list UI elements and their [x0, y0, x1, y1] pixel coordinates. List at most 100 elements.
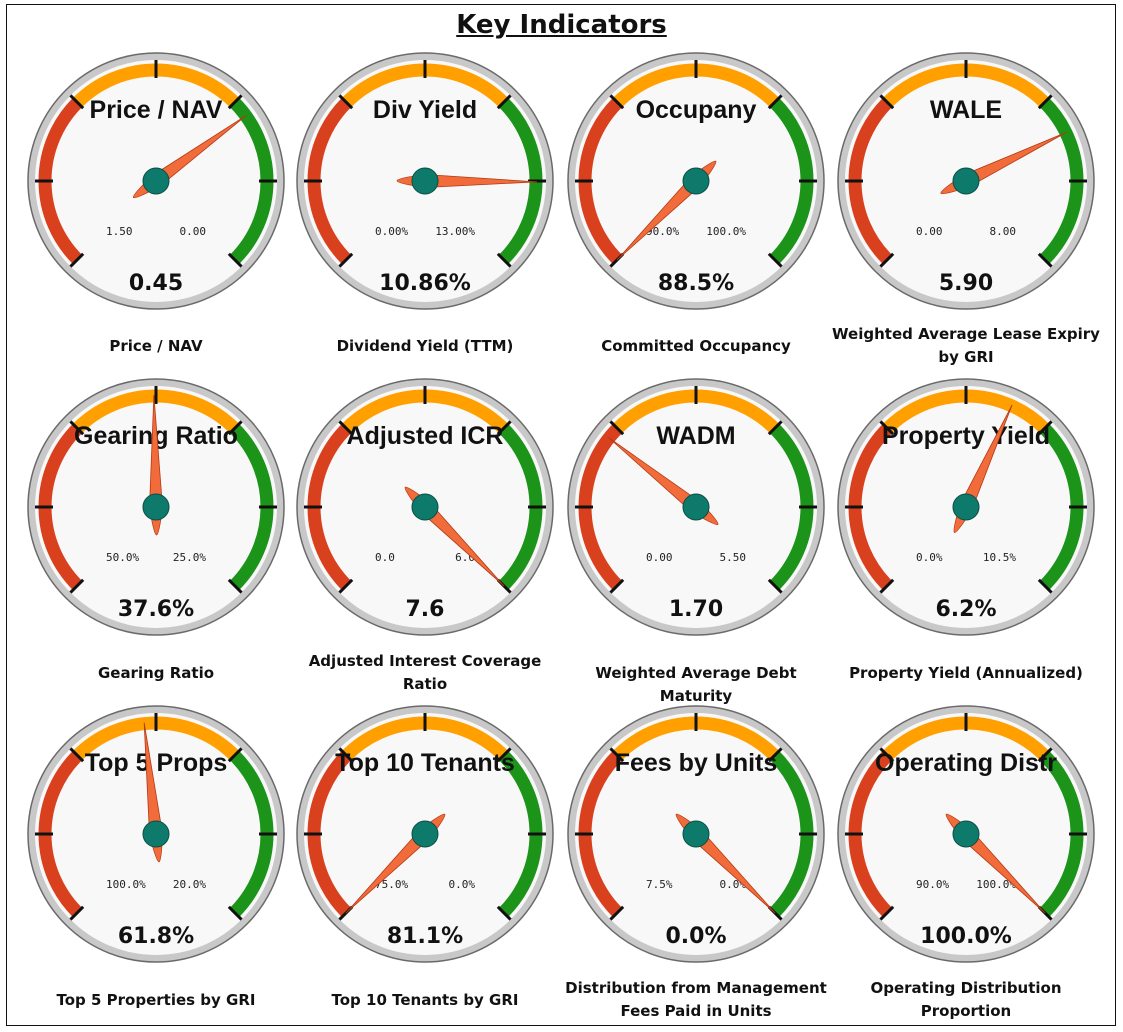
- gauge-hub: [952, 167, 980, 195]
- gauge-dial: WALE 0.00 8.00 5.90: [837, 52, 1095, 310]
- gauge-value: 88.5%: [658, 271, 734, 296]
- page-title: Key Indicators: [456, 10, 667, 40]
- gauge-hub: [411, 820, 439, 848]
- gauge-tick: [227, 578, 243, 594]
- gauge-hub: [411, 167, 439, 195]
- gauge-1: Price / NAV 1.50 0.00 0.45: [21, 46, 291, 316]
- gauge-tick: [879, 420, 895, 436]
- gauge-tick: [496, 252, 512, 268]
- gauge-max-label: 8.00: [989, 225, 1016, 238]
- gauge-tick: [69, 578, 85, 594]
- gauge-name: Top 5 Props: [85, 749, 228, 777]
- gauge-tick: [767, 747, 783, 763]
- gauge-12: Operating Distr 90.0% 100.0% 100.0%: [831, 699, 1101, 969]
- gauge-min-label: 50.0%: [106, 551, 139, 564]
- gauge-min-label: 75.0%: [375, 878, 408, 891]
- gauge-tick: [1037, 747, 1053, 763]
- gauge-hub: [682, 493, 710, 521]
- gauge-caption: Distribution from Management Fees Paid i…: [565, 979, 827, 1020]
- gauge-value: 100.0%: [920, 924, 1012, 949]
- gauge-caption: Top 10 Tenants by GRI: [331, 991, 519, 1009]
- gauge-value: 10.86%: [379, 271, 471, 296]
- gauge-tick: [767, 578, 783, 594]
- gauge-tick: [767, 94, 783, 110]
- gauge-name: Div Yield: [373, 96, 477, 124]
- gauge-tick: [227, 252, 243, 268]
- gauge-tick: [496, 747, 512, 763]
- gauge-tick: [227, 94, 243, 110]
- gauge-min-label: 0.00: [916, 225, 943, 238]
- gauge-tick: [338, 420, 354, 436]
- gauge-min-label: 1.50: [106, 225, 133, 238]
- gauge-9: Top 5 Props 100.0% 20.0% 61.8%: [21, 699, 291, 969]
- gauge-tick: [1037, 420, 1053, 436]
- gauge-3: Occupany 90.0% 100.0% 88.5%: [561, 46, 831, 316]
- gauge-min-label: 0.0%: [916, 551, 943, 564]
- gauge-min-label: 0.00%: [375, 225, 408, 238]
- gauge-min-label: 90.0%: [916, 878, 949, 891]
- gauge-hub: [142, 167, 170, 195]
- gauge-dial: Price / NAV 1.50 0.00 0.45: [27, 52, 285, 310]
- gauge-caption: Operating Distribution Proportion: [870, 979, 1062, 1020]
- gauge-min-label: 7.5%: [646, 878, 673, 891]
- gauge-2: Div Yield 0.00% 13.00% 10.86%: [290, 46, 560, 316]
- gauge-max-label: 13.00%: [435, 225, 475, 238]
- gauge-max-label: 100.0%: [976, 878, 1016, 891]
- gauge-tick: [1037, 94, 1053, 110]
- gauge-tick: [69, 905, 85, 921]
- gauge-dial: WADM 0.00 5.50 1.70: [567, 378, 825, 636]
- gauge-4: WALE 0.00 8.00 5.90: [831, 46, 1101, 316]
- gauge-caption: Weighted Average Lease Expiry by GRI: [832, 325, 1100, 366]
- gauge-tick: [227, 905, 243, 921]
- gauge-max-label: 100.0%: [706, 225, 746, 238]
- gauge-dial: Div Yield 0.00% 13.00% 10.86%: [296, 52, 554, 310]
- gauge-caption: Dividend Yield (TTM): [336, 337, 514, 355]
- gauge-caption: Committed Occupancy: [601, 337, 791, 355]
- gauge-tick: [609, 94, 625, 110]
- gauge-name: Operating Distr: [875, 749, 1057, 777]
- gauge-value: 0.45: [129, 271, 183, 296]
- gauge-min-label: 0.0: [375, 551, 395, 564]
- gauge-7: WADM 0.00 5.50 1.70: [561, 372, 831, 642]
- gauge-tick: [496, 905, 512, 921]
- gauge-tick: [879, 94, 895, 110]
- gauge-name: WADM: [656, 422, 735, 450]
- gauge-tick: [1037, 252, 1053, 268]
- gauge-tick: [338, 252, 354, 268]
- gauge-caption: Top 5 Properties by GRI: [56, 991, 256, 1009]
- gauge-min-label: 100.0%: [106, 878, 146, 891]
- gauge-value: 61.8%: [118, 924, 194, 949]
- gauge-max-label: 25.0%: [173, 551, 206, 564]
- gauge-tick: [227, 420, 243, 436]
- gauge-value: 1.70: [669, 597, 723, 622]
- gauge-hub: [952, 820, 980, 848]
- gauge-name: Price / NAV: [90, 96, 223, 124]
- dashboard-frame: [6, 4, 1116, 1026]
- gauge-hub: [142, 820, 170, 848]
- gauge-tick: [1037, 578, 1053, 594]
- gauge-max-label: 5.50: [719, 551, 746, 564]
- gauge-min-label: 90.0%: [646, 225, 679, 238]
- gauge-value: 6.2%: [935, 597, 996, 622]
- gauge-tick: [879, 578, 895, 594]
- gauge-tick: [609, 747, 625, 763]
- gauge-8: Property Yield 0.0% 10.5% 6.2%: [831, 372, 1101, 642]
- gauge-hub: [682, 167, 710, 195]
- gauge-max-label: 0.00: [179, 225, 206, 238]
- gauge-tick: [338, 578, 354, 594]
- gauge-min-label: 0.00: [646, 551, 673, 564]
- gauge-value: 5.90: [939, 271, 993, 296]
- gauge-tick: [496, 420, 512, 436]
- gauge-caption: Price / NAV: [109, 337, 203, 355]
- gauge-tick: [879, 905, 895, 921]
- gauge-hub: [682, 820, 710, 848]
- gauge-11: Fees by Units 7.5% 0.0% 0.0%: [561, 699, 831, 969]
- gauge-name: Adjusted ICR: [347, 422, 504, 450]
- gauge-caption: Gearing Ratio: [97, 664, 215, 682]
- gauge-tick: [69, 94, 85, 110]
- gauge-name: Property Yield: [882, 422, 1050, 450]
- gauge-value: 0.0%: [665, 924, 726, 949]
- gauge-hub: [411, 493, 439, 521]
- gauge-tick: [69, 420, 85, 436]
